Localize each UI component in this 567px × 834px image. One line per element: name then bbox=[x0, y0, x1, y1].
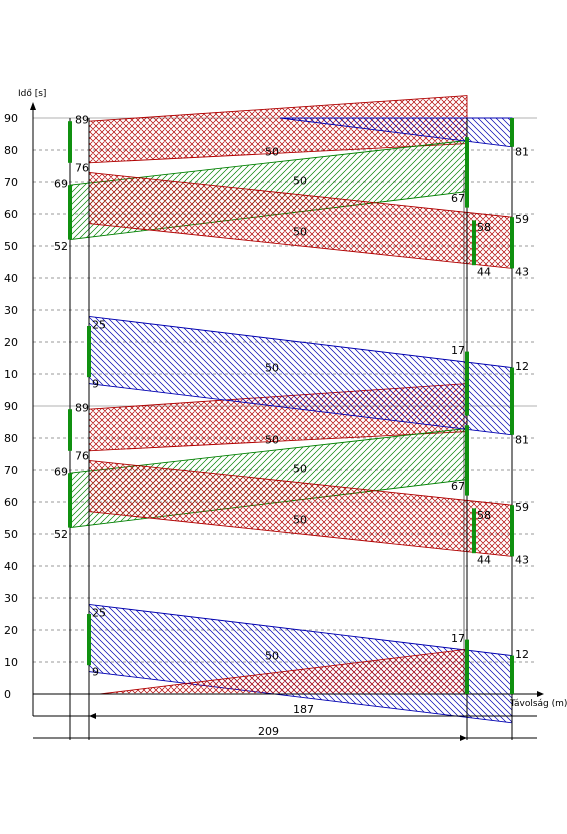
y-tick-label: 90 bbox=[4, 400, 18, 413]
y-tick-label: 50 bbox=[4, 240, 18, 253]
y-tick-label: 30 bbox=[4, 304, 18, 317]
signal-time-label: 43 bbox=[515, 266, 529, 279]
signal-time-label: 12 bbox=[515, 648, 529, 661]
signal-time-label: 44 bbox=[477, 266, 491, 279]
signal-time-label: 43 bbox=[515, 554, 529, 567]
signal-time-label: 89 bbox=[75, 114, 89, 127]
green-signal-bar bbox=[465, 351, 469, 416]
green-signal-bar bbox=[68, 473, 72, 528]
bands bbox=[69, 95, 513, 724]
bandwidth-label: 50 bbox=[293, 174, 307, 187]
y-tick-label: 30 bbox=[4, 592, 18, 605]
green-signal-bar bbox=[465, 425, 469, 496]
green-signal-bar bbox=[472, 220, 476, 266]
green-signal-bar bbox=[465, 639, 469, 694]
y-tick-label: 40 bbox=[4, 560, 18, 573]
signal-time-label: 25 bbox=[92, 318, 106, 331]
bandwidth-label: 50 bbox=[265, 434, 279, 447]
dimension-arrow-outer bbox=[460, 735, 467, 741]
green-signal-bar bbox=[68, 409, 72, 451]
y-tick-label: 10 bbox=[4, 656, 18, 669]
signal-time-label: 59 bbox=[515, 501, 529, 514]
green-signal-bar bbox=[510, 217, 514, 269]
distance-outer-label: 209 bbox=[258, 725, 279, 738]
green-signal-bar bbox=[465, 137, 469, 208]
green-signal-bar bbox=[472, 508, 476, 554]
y-tick-label: 90 bbox=[4, 112, 18, 125]
bandwidth-label: 50 bbox=[293, 514, 307, 527]
signal-time-label: 69 bbox=[54, 178, 68, 191]
signal-time-label: 44 bbox=[477, 554, 491, 567]
y-tick-label: 20 bbox=[4, 624, 18, 637]
y-tick-label: 70 bbox=[4, 176, 18, 189]
signal-time-label: 9 bbox=[92, 666, 99, 679]
labels: 0 10 20 30 40 50 60 70 80 90 10 20 30 40 50 60 70 80 90 89 7… bbox=[4, 112, 529, 701]
signal-time-label: 52 bbox=[54, 528, 68, 541]
y-tick-label: 50 bbox=[4, 528, 18, 541]
x-axis-arrow bbox=[537, 691, 544, 697]
y-tick-label: 0 bbox=[4, 688, 11, 701]
green-signal-bar bbox=[510, 655, 514, 694]
green-signal-bar bbox=[68, 121, 72, 163]
y-tick-label: 80 bbox=[4, 432, 18, 445]
signal-time-label: 67 bbox=[451, 192, 465, 205]
y-axis-arrow bbox=[30, 102, 36, 110]
signal-time-label: 58 bbox=[477, 221, 491, 234]
bandwidth-label: 50 bbox=[293, 462, 307, 475]
signal-time-label: 12 bbox=[515, 360, 529, 373]
dimension-arrow-inner bbox=[89, 713, 96, 719]
green-signals bbox=[68, 118, 514, 694]
bandwidth-label: 50 bbox=[265, 650, 279, 663]
signal-time-label: 59 bbox=[515, 213, 529, 226]
bandwidth-label: 50 bbox=[265, 146, 279, 159]
signal-time-label: 17 bbox=[451, 632, 465, 645]
y-tick-label: 60 bbox=[4, 496, 18, 509]
signal-time-label: 69 bbox=[54, 466, 68, 479]
green-signal-bar bbox=[68, 185, 72, 240]
signal-time-label: 81 bbox=[515, 146, 529, 159]
signal-time-label: 58 bbox=[477, 509, 491, 522]
bandwidth-label: 50 bbox=[265, 362, 279, 375]
y-tick-label: 70 bbox=[4, 464, 18, 477]
y-tick-label: 60 bbox=[4, 208, 18, 221]
y-tick-label: 20 bbox=[4, 336, 18, 349]
green-signal-bar bbox=[87, 614, 91, 666]
green-signal-bar bbox=[87, 326, 91, 378]
y-tick-label: 10 bbox=[4, 368, 18, 381]
bandwidth-label: 50 bbox=[293, 226, 307, 239]
signal-time-label: 25 bbox=[92, 606, 106, 619]
distance-inner-label: 187 bbox=[293, 703, 314, 716]
green-signal-bar bbox=[510, 505, 514, 557]
signal-time-label: 67 bbox=[451, 480, 465, 493]
x-axis-title: Távolság (m) bbox=[509, 699, 567, 709]
signal-time-label: 89 bbox=[75, 402, 89, 415]
signal-time-label: 76 bbox=[75, 162, 89, 175]
green-signal-bar bbox=[510, 118, 514, 147]
signal-time-label: 52 bbox=[54, 240, 68, 253]
green-signal-bar bbox=[510, 406, 514, 435]
y-axis-title: Idő [s] bbox=[18, 89, 46, 99]
signal-time-label: 17 bbox=[451, 344, 465, 357]
y-tick-label: 80 bbox=[4, 144, 18, 157]
green-signal-bar bbox=[510, 367, 514, 406]
signal-time-label: 9 bbox=[92, 378, 99, 391]
y-tick-label: 40 bbox=[4, 272, 18, 285]
signal-time-label: 76 bbox=[75, 450, 89, 463]
signal-time-label: 81 bbox=[515, 434, 529, 447]
